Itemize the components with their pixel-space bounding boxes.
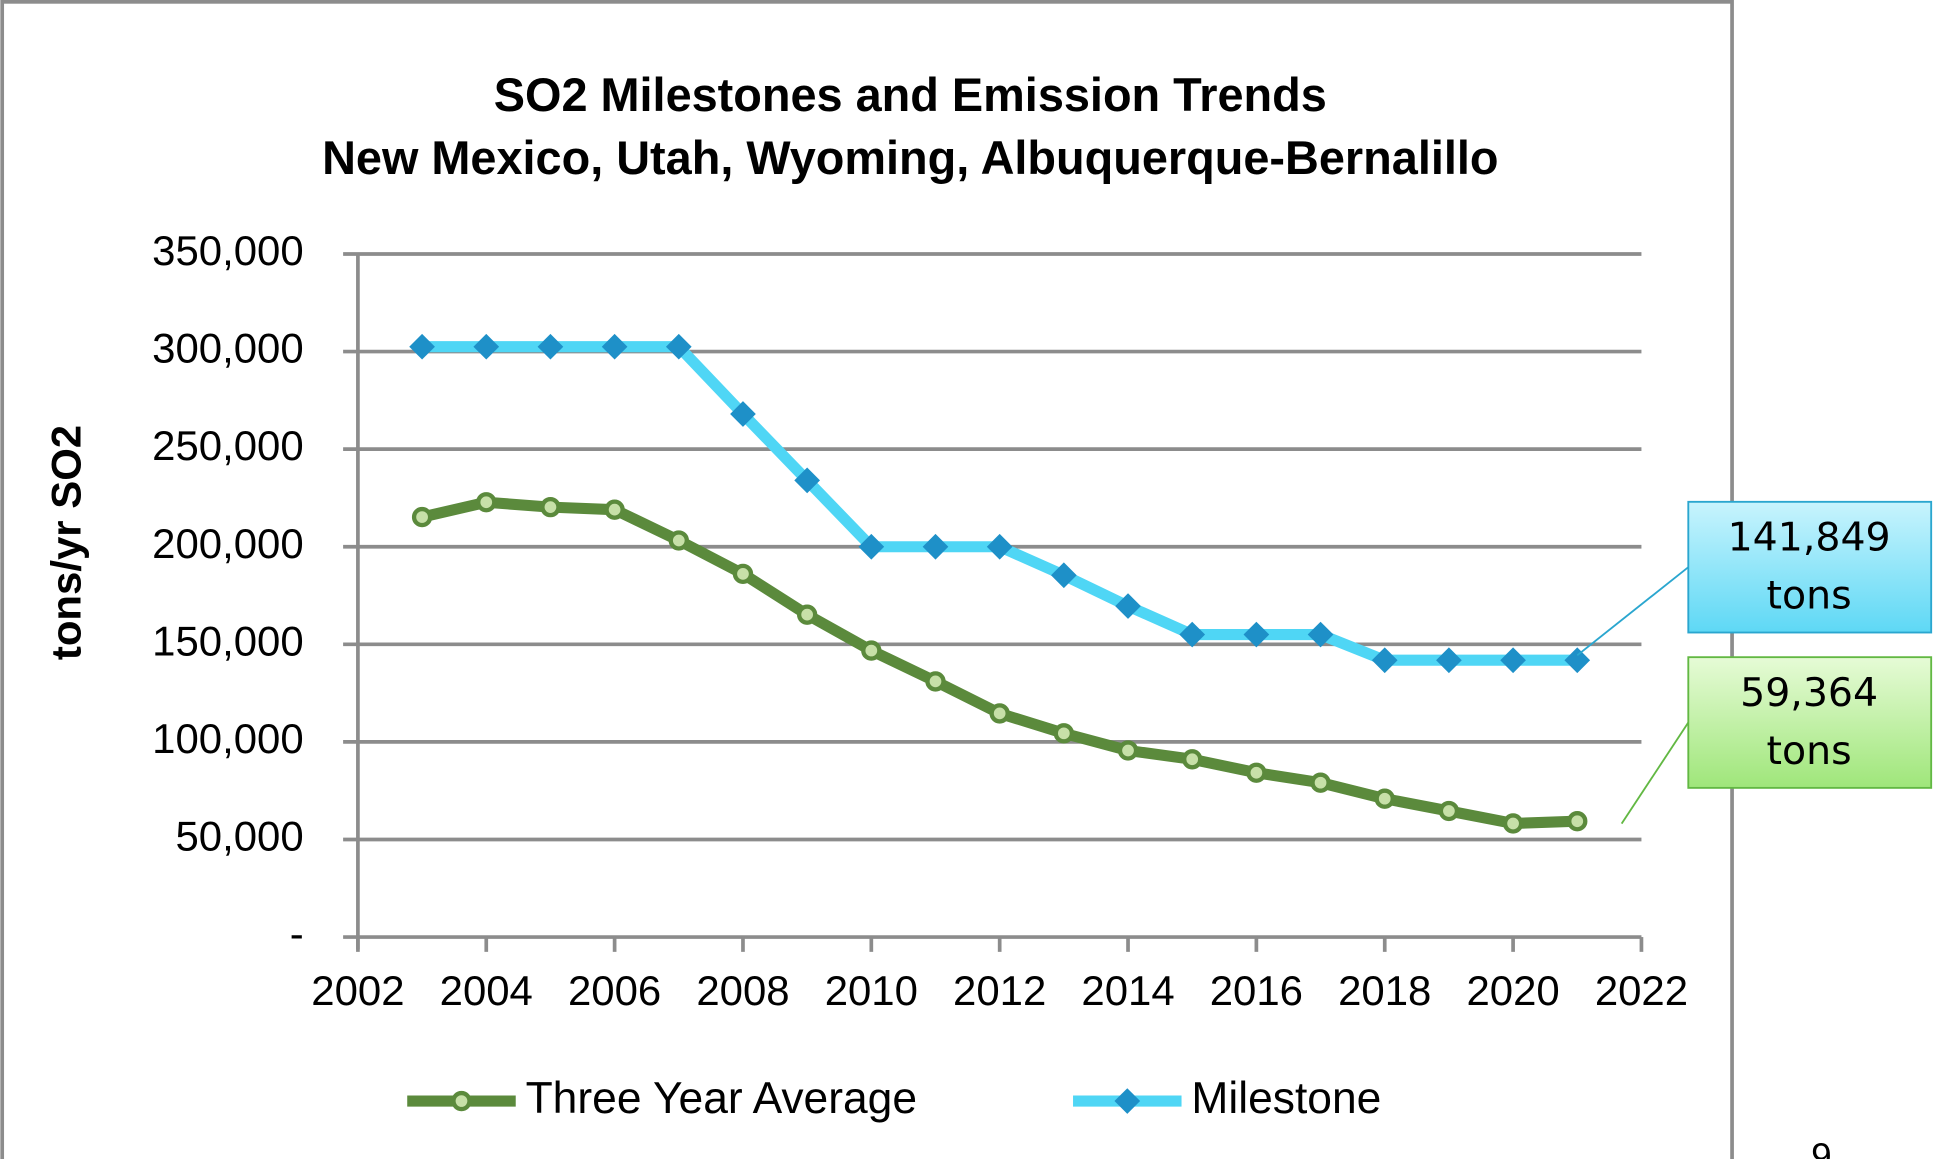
page-number: 9 xyxy=(1811,1136,1832,1159)
data-point xyxy=(668,530,689,551)
data-point xyxy=(1310,772,1331,793)
data-point xyxy=(989,703,1010,724)
y-tick-label: - xyxy=(290,910,304,957)
data-point xyxy=(986,533,1013,560)
chart-frame xyxy=(0,0,1734,1159)
data-point xyxy=(1500,647,1526,674)
callout-box xyxy=(1687,656,1933,789)
data-point xyxy=(922,533,949,560)
x-tick-label: 2014 xyxy=(1081,967,1174,1014)
x-tick-label: 2022 xyxy=(1595,967,1688,1014)
data-point xyxy=(409,333,435,360)
y-tick-label: 300,000 xyxy=(152,325,303,372)
x-tick-label: 2006 xyxy=(568,967,661,1014)
data-point xyxy=(858,533,885,560)
y-tick-label: 100,000 xyxy=(152,715,303,762)
data-point xyxy=(604,499,625,520)
y-tick-label: 250,000 xyxy=(152,422,303,469)
callout-text: 59,364 xyxy=(1740,670,1878,716)
chart-title: SO2 Milestones and Emission Trends xyxy=(494,69,1327,121)
x-tick-label: 2010 xyxy=(825,967,918,1014)
data-point xyxy=(540,496,561,518)
legend-item: Milestone xyxy=(1073,1074,1381,1123)
data-point xyxy=(1436,647,1462,674)
y-tick-label: 200,000 xyxy=(152,520,303,567)
data-point xyxy=(1371,647,1398,674)
data-point xyxy=(732,563,754,585)
data-point xyxy=(1115,593,1141,619)
data-point xyxy=(537,333,564,360)
x-tick-label: 2002 xyxy=(311,967,404,1014)
data-point xyxy=(1246,762,1267,783)
callout-text: 141,849 xyxy=(1728,515,1891,561)
y-tick-label: 150,000 xyxy=(152,617,303,664)
y-tick-label: 350,000 xyxy=(152,227,303,274)
callout-text: tons xyxy=(1767,728,1852,774)
x-tick-label: 2020 xyxy=(1466,967,1559,1014)
data-point xyxy=(665,333,692,360)
data-point xyxy=(411,506,433,528)
data-point xyxy=(925,671,946,692)
callout-box xyxy=(1687,500,1933,634)
data-point xyxy=(1374,788,1395,809)
data-point xyxy=(1179,621,1206,648)
data-point xyxy=(1438,800,1460,822)
chart-title: New Mexico, Utah, Wyoming, Albuquerque-B… xyxy=(322,132,1498,184)
data-point xyxy=(476,492,497,513)
legend-item: Three Year Average xyxy=(407,1074,917,1123)
callout-leader xyxy=(1620,722,1690,825)
data-point xyxy=(1053,723,1075,744)
data-point xyxy=(796,604,818,625)
legend-marker xyxy=(451,1090,472,1112)
data-point xyxy=(1182,749,1203,770)
callout-text: tons xyxy=(1767,572,1852,618)
data-point xyxy=(1564,647,1591,674)
legend-label: Three Year Average xyxy=(526,1074,917,1123)
legend-label: Milestone xyxy=(1191,1074,1381,1123)
data-point xyxy=(601,333,628,360)
x-tick-label: 2008 xyxy=(696,967,789,1014)
data-point xyxy=(1567,811,1588,832)
data-point xyxy=(861,640,882,661)
legend-marker xyxy=(1114,1088,1141,1114)
callout-leader xyxy=(1576,566,1689,657)
data-point xyxy=(1307,621,1334,648)
data-point xyxy=(1502,813,1524,834)
data-point xyxy=(730,401,756,427)
x-tick-label: 2016 xyxy=(1210,967,1303,1014)
data-point xyxy=(1243,621,1270,648)
x-tick-label: 2018 xyxy=(1338,967,1431,1014)
data-point xyxy=(794,467,820,494)
data-point xyxy=(1117,740,1139,761)
x-tick-label: 2012 xyxy=(953,967,1046,1014)
y-tick-label: 50,000 xyxy=(175,813,303,860)
data-point xyxy=(1051,562,1077,589)
y-axis-label: tons/yr SO2 xyxy=(42,425,89,660)
data-point xyxy=(473,333,500,360)
x-tick-label: 2004 xyxy=(440,967,533,1014)
